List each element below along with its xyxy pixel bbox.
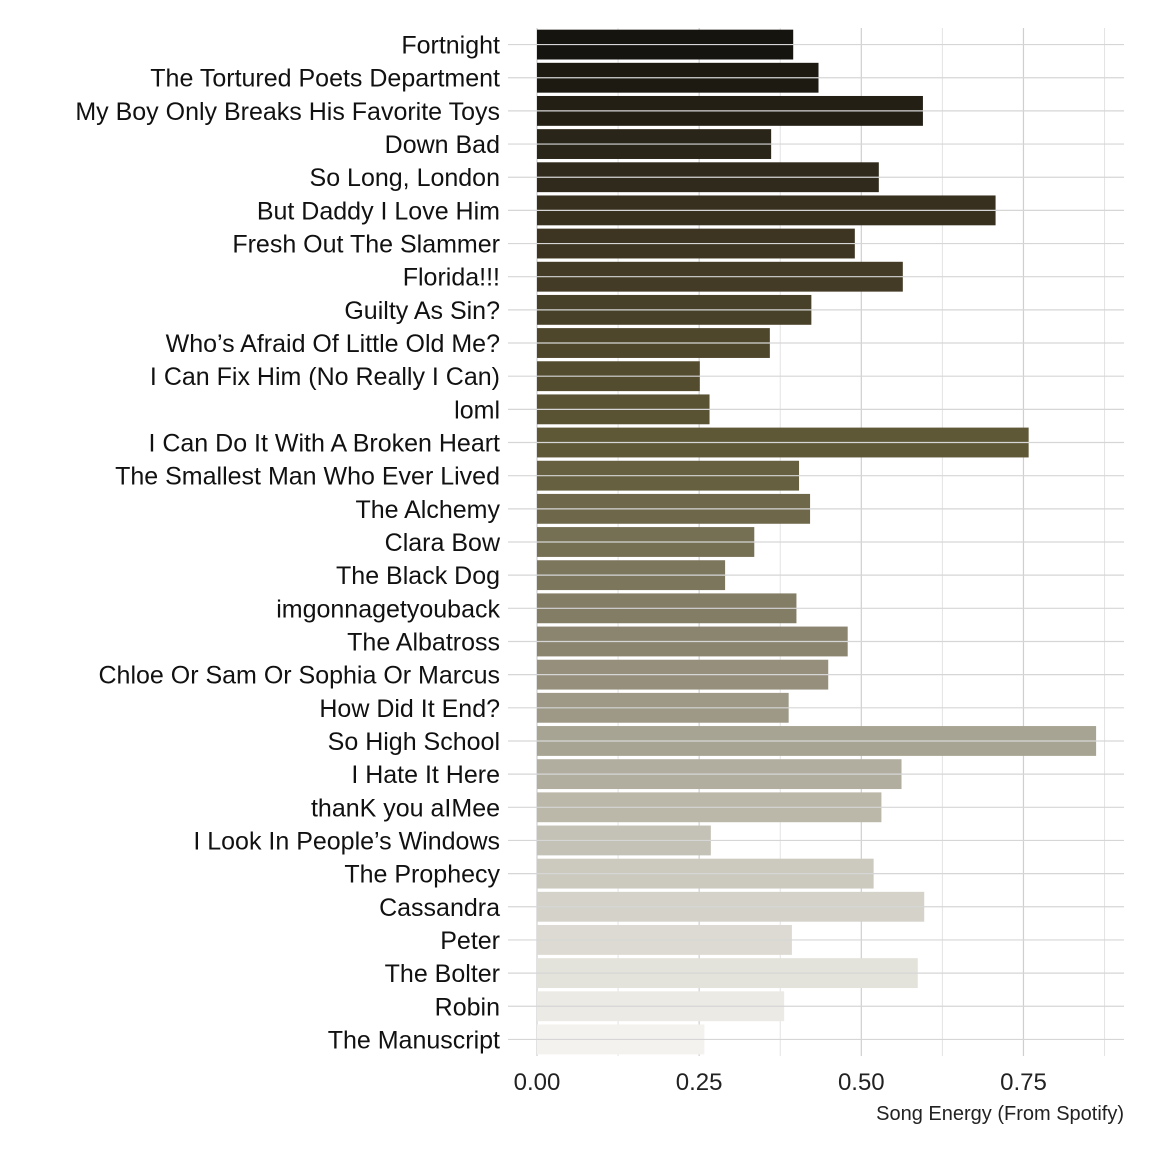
y-tick-label: Clara Bow [385,529,501,557]
y-tick-label: Cassandra [379,894,500,922]
y-tick-label: Who’s Afraid Of Little Old Me? [166,330,500,358]
y-tick-label: Fortnight [401,32,500,60]
y-tick-label: imgonnagetyouback [276,595,500,623]
x-tick-label: 0.75 [1000,1069,1047,1096]
y-tick-label: I Can Do It With A Broken Heart [148,430,500,458]
x-tick-label: 0.25 [676,1069,723,1096]
y-tick-label: Fresh Out The Slammer [232,231,500,259]
y-tick-label: The Tortured Poets Department [150,65,500,93]
y-tick-label: loml [454,396,500,424]
y-tick-label: How Did It End? [319,695,500,723]
x-tick-label: 0.00 [514,1069,561,1096]
y-tick-label: So Long, London [310,164,500,192]
x-tick-label: 0.50 [838,1069,885,1096]
y-tick-label: The Bolter [385,960,500,988]
y-tick-label: The Black Dog [336,562,500,590]
y-tick-label: Peter [440,927,500,955]
y-tick-label: thanK you aIMee [311,794,500,822]
y-tick-label: I Can Fix Him (No Really I Can) [150,363,500,391]
y-tick-label: The Albatross [347,628,500,656]
y-tick-label: I Look In People’s Windows [193,827,500,855]
y-tick-label: Florida!!! [403,264,500,292]
y-tick-label: The Manuscript [328,1026,500,1054]
x-axis-title: Song Energy (From Spotify) [876,1103,1124,1125]
x-axis-labels: 0.00 0.25 0.50 0.75 [514,1069,1047,1096]
y-tick-label: Down Bad [385,131,500,159]
y-tick-label: The Alchemy [355,496,500,524]
y-tick-label: Guilty As Sin? [344,297,500,325]
y-tick-label: But Daddy I Love Him [257,197,500,225]
y-axis-ticks [508,43,1124,1041]
y-tick-label: Robin [435,993,500,1021]
y-tick-label: The Prophecy [344,861,500,889]
y-tick-label: So High School [328,728,500,756]
y-tick-label: The Smallest Man Who Ever Lived [115,463,500,491]
y-tick-label: My Boy Only Breaks His Favorite Toys [75,98,500,126]
y-tick-label: I Hate It Here [351,761,500,789]
y-tick-label: Chloe Or Sam Or Sophia Or Marcus [98,662,500,690]
y-axis-labels: Fortnight The Tortured Poets Department My… [75,32,501,1055]
